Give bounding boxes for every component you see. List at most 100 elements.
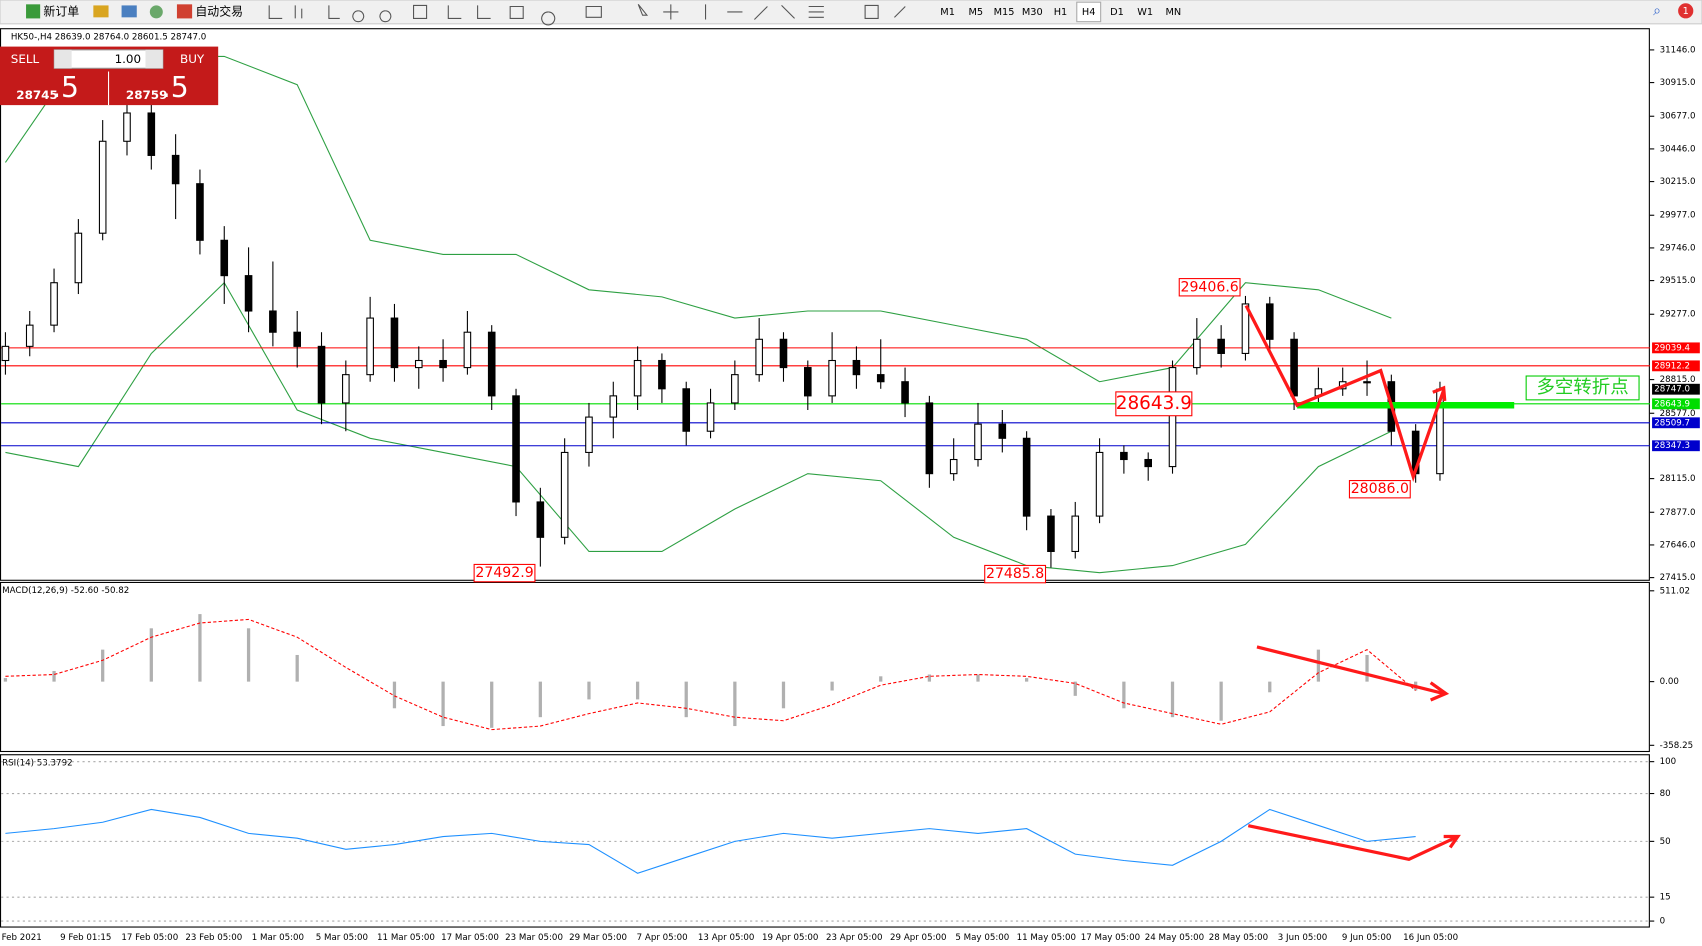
x-tick-label: 9 Jun 05:00 [1342, 933, 1392, 943]
sell-button[interactable]: SELL [11, 52, 40, 66]
auto-trading[interactable]: 自动交易 [195, 4, 243, 18]
macd-bar [295, 654, 299, 682]
candle-body [25, 324, 34, 347]
y-tick-label: 29515.0 [1660, 276, 1696, 286]
level-tag-label: 28912.2 [1654, 361, 1690, 371]
candle-body [342, 374, 350, 404]
timeframe[interactable]: M15 [994, 7, 1015, 18]
sell-price-fraction[interactable]: .5 [52, 71, 79, 104]
candle-body [706, 402, 715, 432]
new-order-icon[interactable] [26, 4, 41, 19]
tool-icon[interactable] [149, 5, 163, 19]
candle-body [901, 381, 909, 404]
timeframe[interactable]: H1 [1054, 7, 1068, 18]
y-tick-label: 30677.0 [1660, 112, 1696, 122]
y-tick-label: 28815.0 [1660, 375, 1696, 385]
candle-body [803, 367, 812, 397]
y-tick-label: 15 [1660, 893, 1671, 903]
notification-badge[interactable] [1678, 3, 1694, 19]
candle-body [512, 395, 520, 503]
candle-body [633, 359, 642, 397]
lot-up[interactable] [145, 49, 163, 69]
candle-body [731, 374, 739, 404]
buy-button[interactable]: BUY [180, 52, 205, 66]
candle-body [1217, 338, 1225, 354]
panel-title: RSI(14) 53.3792 [2, 758, 72, 768]
candle-body [196, 183, 204, 241]
x-tick-label: 19 Apr 05:00 [762, 933, 819, 943]
level-tag [1652, 417, 1700, 429]
candle-body [220, 239, 229, 277]
trade-panel: SELL 1.00 BUY 28745 .5 28759 .5 [0, 46, 219, 106]
lot-down[interactable] [54, 49, 72, 69]
timeframe[interactable]: H4 [1082, 7, 1096, 18]
macd-bar [1122, 681, 1126, 709]
price-annotation: 27492.9 [475, 565, 533, 581]
x-tick-label: 24 May 05:00 [1145, 933, 1204, 943]
macd-bar [1316, 649, 1321, 682]
drawing-tools[interactable] [268, 3, 906, 26]
note-box [1525, 375, 1640, 401]
tool-icon[interactable] [93, 5, 109, 18]
candle-body [390, 317, 399, 369]
arrow-head [1432, 385, 1447, 402]
macd-bar [879, 676, 883, 682]
tool-icon[interactable] [121, 5, 137, 18]
macd-bar [781, 681, 786, 709]
candle-body [1095, 451, 1104, 517]
x-tick-label: 17 Mar 05:00 [441, 933, 499, 943]
timeframe[interactable]: D1 [1110, 7, 1124, 18]
y-tick-label: 80 [1660, 789, 1671, 799]
candle-body [439, 359, 447, 369]
buy-price[interactable]: 28759 [126, 88, 167, 102]
level-tag-label: 28347.3 [1654, 441, 1690, 451]
main-panel [0, 28, 1650, 581]
y-tick-label: 0 [1660, 917, 1666, 927]
x-tick-label: 5 Mar 05:00 [316, 933, 368, 943]
timeframe[interactable]: M30 [1022, 7, 1043, 18]
level-tag [1652, 440, 1700, 452]
price-annotation: 28086.0 [1351, 481, 1409, 497]
macd-bar [538, 681, 542, 718]
timeframe[interactable]: M1 [940, 7, 955, 18]
timeframe[interactable]: MN [1166, 7, 1182, 18]
rsi-panel [0, 754, 1650, 928]
candle-body [949, 458, 958, 475]
x-tick-label: 7 Apr 05:00 [637, 933, 688, 943]
search[interactable]: ⌕ [1653, 3, 1661, 19]
macd-bar [830, 681, 834, 691]
x-tick-label: 17 Feb 05:00 [121, 933, 178, 943]
new-order[interactable]: 新订单 [43, 4, 79, 18]
candle-body [609, 395, 618, 418]
macd-bar [392, 681, 397, 709]
macd-bar [1268, 681, 1272, 693]
macd-bar [149, 628, 153, 682]
sell-price[interactable]: 28745 [16, 88, 57, 102]
macd-bar [198, 614, 202, 682]
toolbar [0, 0, 1702, 25]
candle-body [998, 423, 1007, 439]
candle-body [293, 331, 301, 347]
buy-price-fraction[interactable]: .5 [162, 71, 189, 104]
price-annotation-box [473, 563, 536, 583]
timeframes: M1 M5 M15 M30 H1 H4 D1 W1 MN [940, 1, 1182, 23]
level-tag-label: 29039.4 [1654, 343, 1690, 353]
candle-body [1363, 381, 1371, 384]
candle-body [1265, 303, 1274, 340]
lot-size[interactable]: 1.00 [115, 52, 142, 66]
level-tag [1652, 360, 1700, 372]
panel-title: HK50-,H4 28639.0 28764.0 28601.5 28747.0 [11, 32, 206, 42]
plots: HK50-,H4 28639.0 28764.0 28601.5 28747.0… [1, 32, 1700, 943]
timeframe[interactable]: W1 [1137, 7, 1153, 18]
x-tick-label: 3 Jun 05:00 [1278, 933, 1328, 943]
macd-bar [3, 678, 8, 682]
rsi-arrow [1247, 824, 1459, 862]
note: 多空转折点 [1536, 377, 1628, 398]
x-tick-label: 11 Mar 05:00 [377, 933, 435, 943]
y-tick-label: 30915.0 [1660, 78, 1696, 88]
auto-trading-icon[interactable] [176, 4, 193, 19]
timeframe[interactable]: M5 [969, 7, 984, 18]
x-tick-label: 5 May 05:00 [955, 933, 1009, 943]
